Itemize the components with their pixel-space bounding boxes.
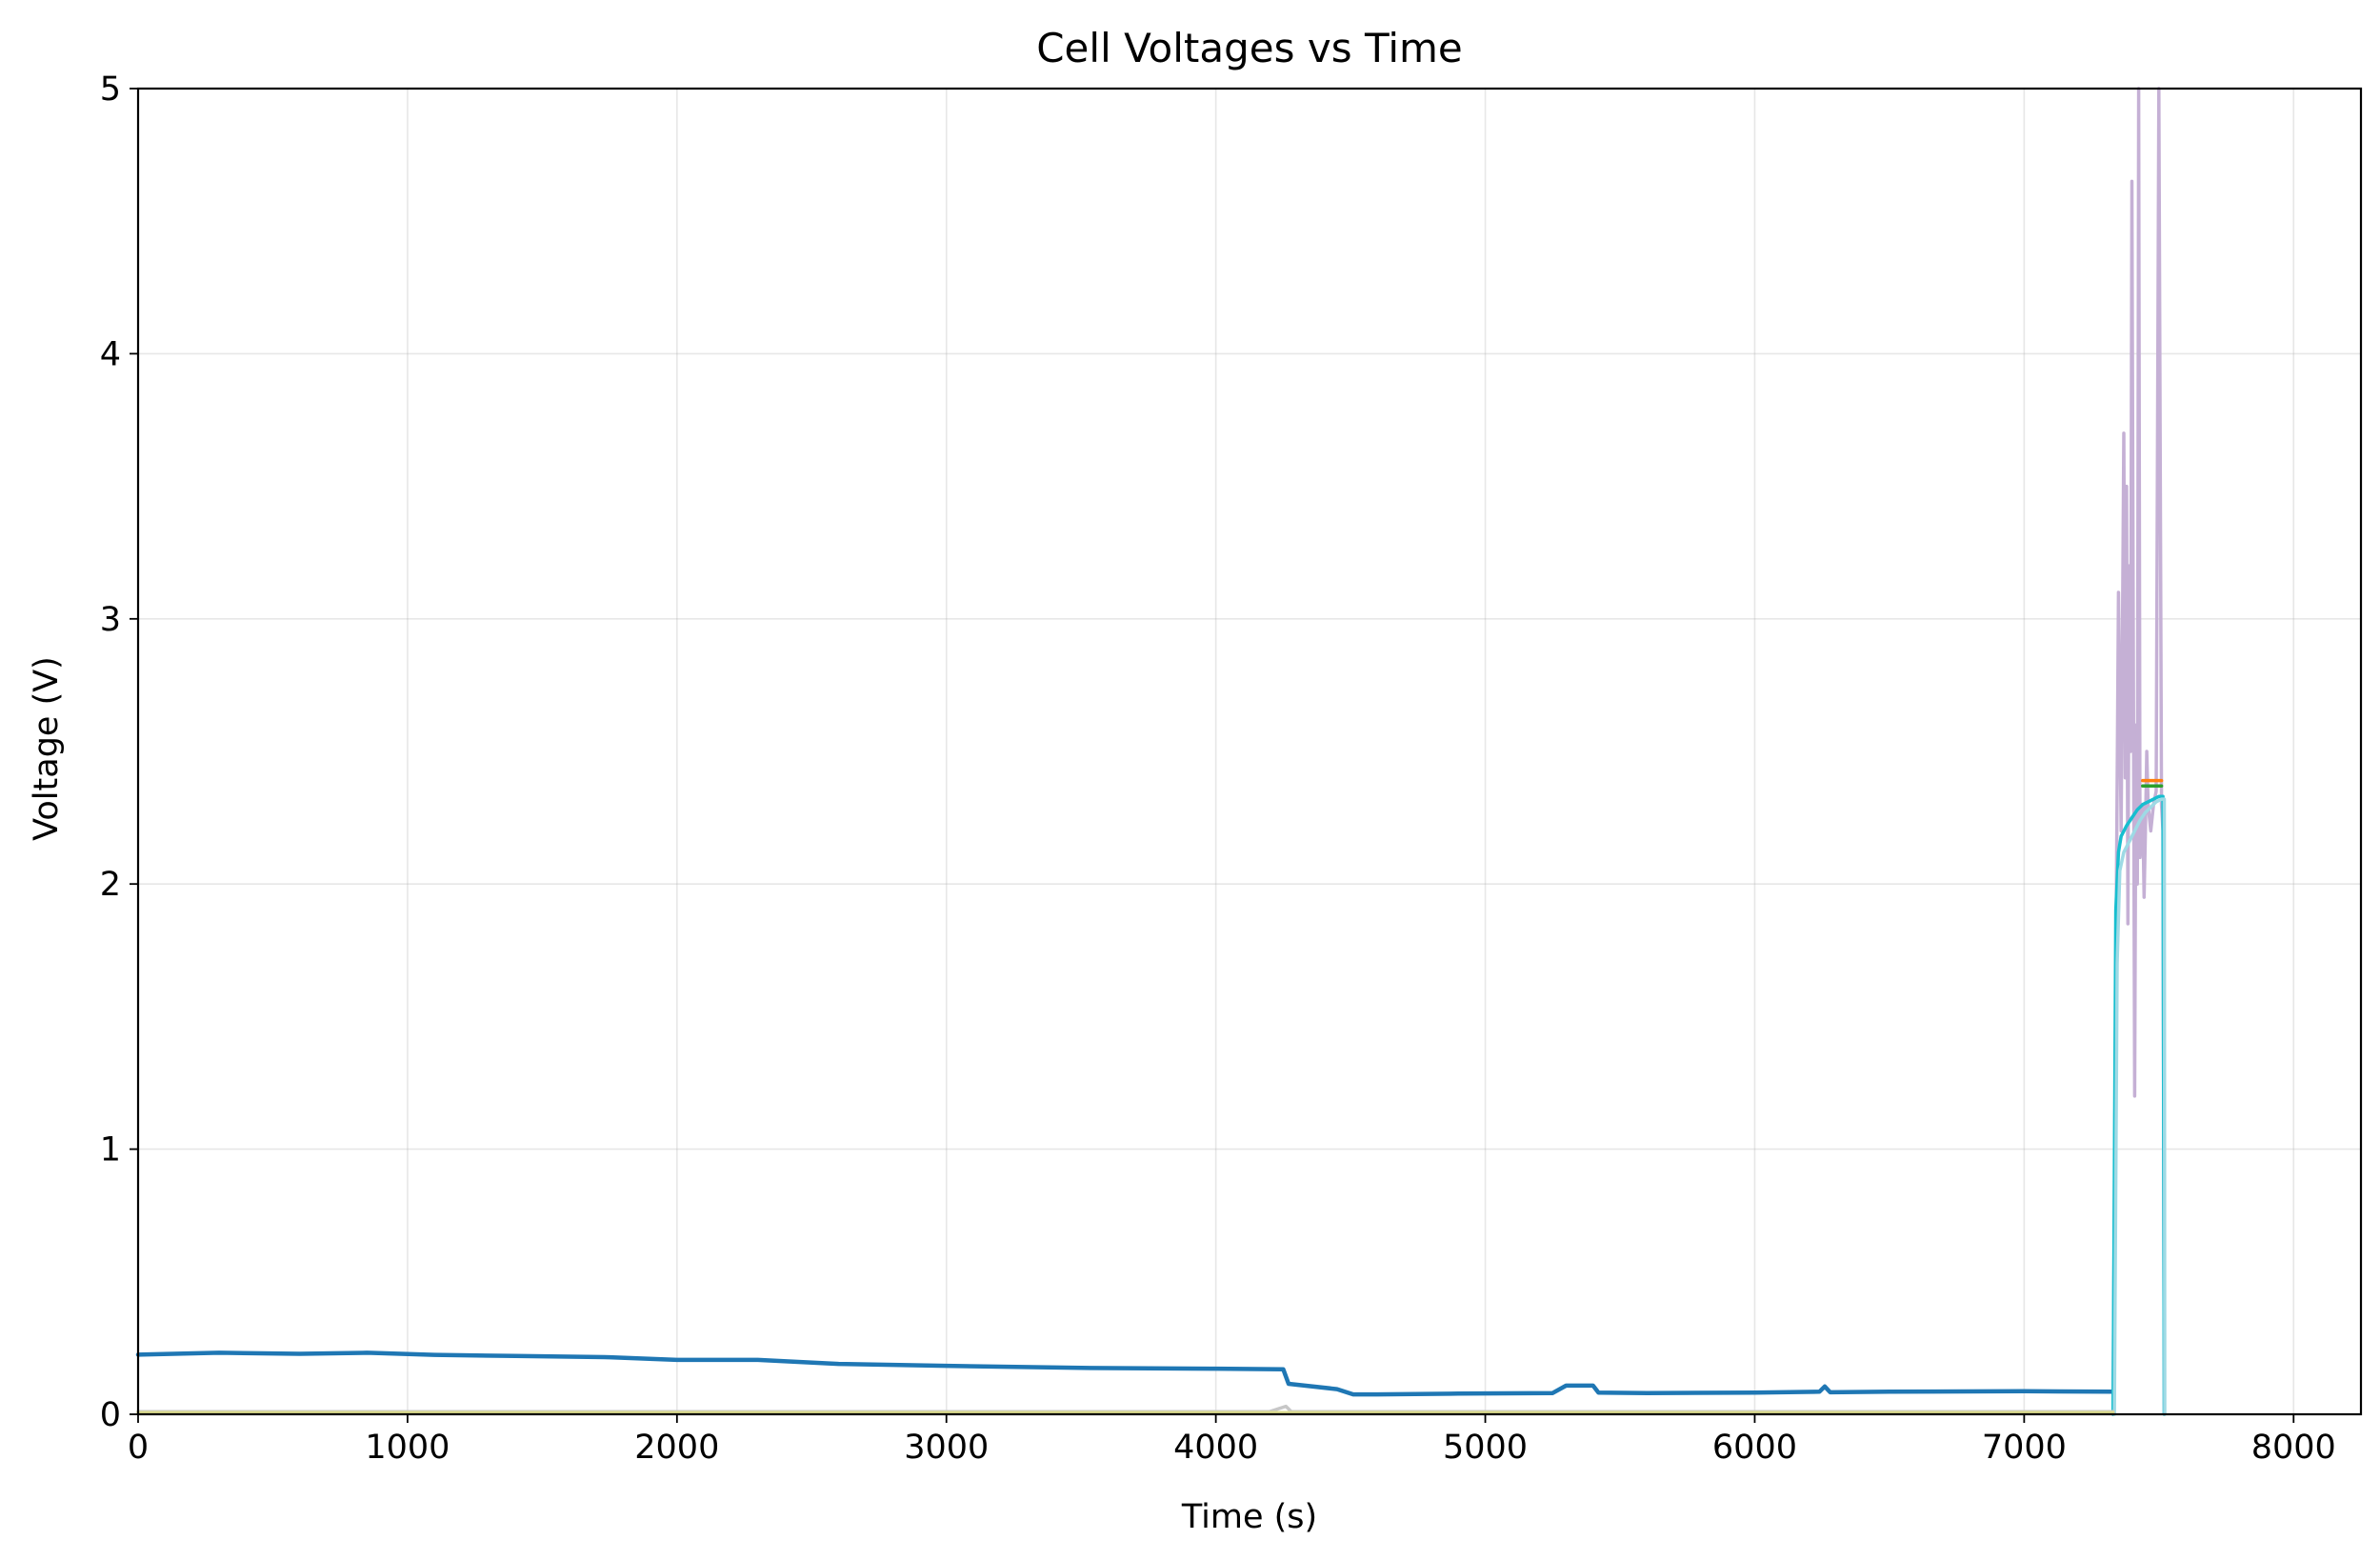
series-line-3: [2110, 794, 2167, 1416]
y-axis-label: Voltage (V): [28, 656, 66, 841]
series-line-7: [136, 1404, 2115, 1413]
y-tick-label: 4: [100, 335, 121, 373]
y-tick-label: 1: [100, 1131, 121, 1170]
x-tick-label: 8000: [2251, 1429, 2336, 1467]
x-axis-ticks: 0 1000 2000 3000 4000 5000 6000 7000 8000: [128, 1414, 2336, 1467]
x-axis-label: Time (s): [1181, 1498, 1317, 1536]
y-tick-label: 5: [100, 70, 121, 109]
x-tick-label: 0: [128, 1429, 149, 1467]
x-tick-label: 1000: [365, 1429, 450, 1467]
series-lines: [135, 87, 2167, 1416]
plot-frame: [136, 87, 2363, 1416]
series-line-4: [2112, 797, 2167, 1416]
x-tick-label: 2000: [634, 1429, 719, 1467]
x-tick-label: 3000: [904, 1429, 989, 1467]
series-line-1: [135, 1350, 2115, 1397]
y-tick-label: 2: [100, 866, 121, 904]
x-tick-label: 7000: [1982, 1429, 2067, 1467]
chart-title: Cell Voltages vs Time: [1036, 25, 1463, 71]
y-tick-label: 0: [100, 1396, 121, 1434]
y-tick-label: 3: [100, 601, 121, 639]
y-axis-ticks: 0 1 2 3 4 5: [100, 70, 138, 1434]
grid-lines: [137, 88, 2361, 1415]
x-tick-label: 5000: [1443, 1429, 1528, 1467]
x-tick-label: 4000: [1173, 1429, 1258, 1467]
series-line-2: [2110, 87, 2167, 1416]
x-tick-label: 6000: [1712, 1429, 1797, 1467]
